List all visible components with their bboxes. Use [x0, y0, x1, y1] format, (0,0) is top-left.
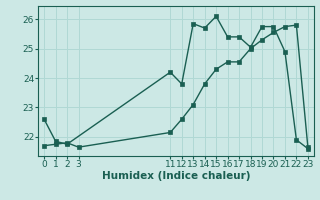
X-axis label: Humidex (Indice chaleur): Humidex (Indice chaleur) [102, 171, 250, 181]
